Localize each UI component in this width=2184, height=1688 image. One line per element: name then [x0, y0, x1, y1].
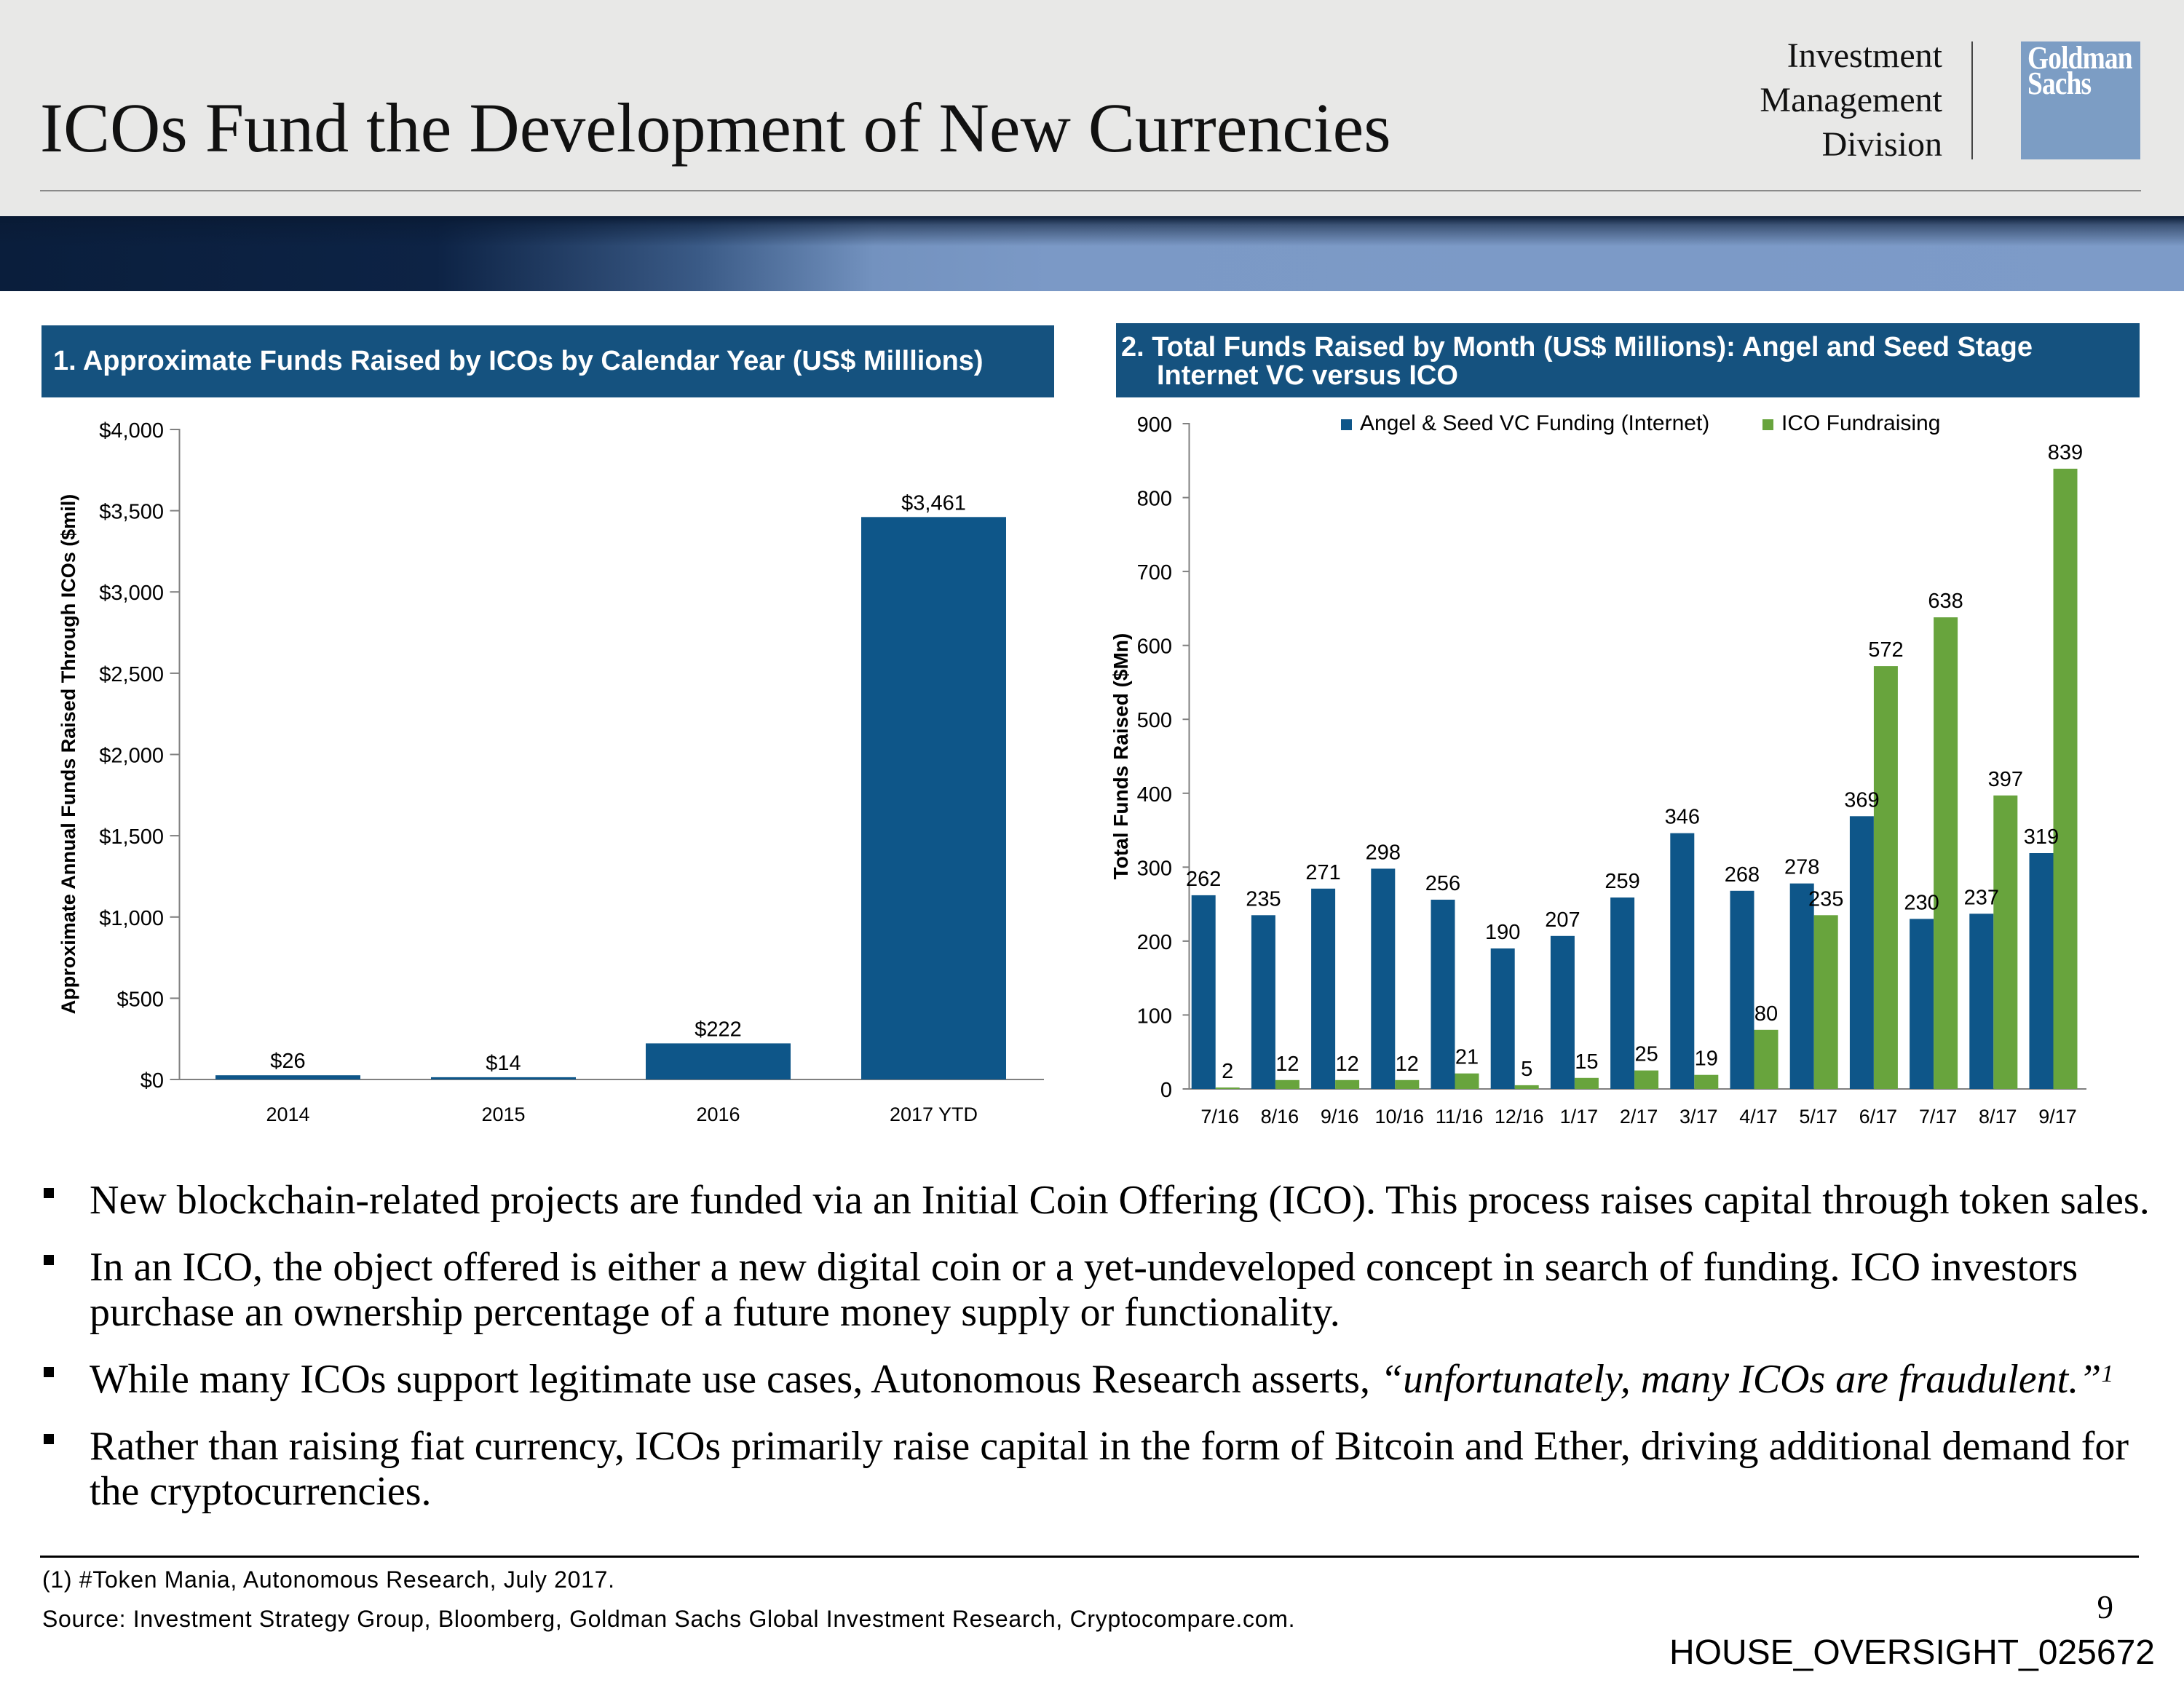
svg-text:200: 200 [1137, 931, 1172, 954]
svg-text:$2,000: $2,000 [99, 745, 164, 768]
svg-text:600: 600 [1137, 635, 1172, 659]
svg-text:9/16: 9/16 [1321, 1106, 1359, 1128]
svg-text:8/16: 8/16 [1261, 1106, 1299, 1128]
svg-text:300: 300 [1137, 857, 1172, 880]
svg-text:5: 5 [1521, 1058, 1532, 1081]
svg-text:$26: $26 [270, 1050, 305, 1073]
svg-text:237: 237 [1964, 886, 1999, 909]
svg-text:21: 21 [1455, 1046, 1479, 1069]
svg-text:2015: 2015 [481, 1103, 525, 1125]
svg-text:3/17: 3/17 [1679, 1106, 1718, 1128]
svg-text:572: 572 [1868, 638, 1903, 662]
svg-text:207: 207 [1545, 908, 1580, 932]
svg-text:$14: $14 [486, 1052, 521, 1075]
svg-text:19: 19 [1695, 1047, 1718, 1071]
svg-text:$2,500: $2,500 [99, 663, 164, 686]
svg-text:2017 YTD: 2017 YTD [890, 1103, 978, 1125]
svg-text:1/17: 1/17 [1560, 1106, 1599, 1128]
svg-text:7/17: 7/17 [1919, 1106, 1958, 1128]
svg-text:235: 235 [1246, 887, 1281, 911]
svg-text:Total Funds Raised ($Mn): Total Funds Raised ($Mn) [1109, 633, 1132, 880]
svg-text:2: 2 [1222, 1060, 1233, 1083]
svg-text:$500: $500 [116, 988, 164, 1011]
svg-text:Approximate Annual Funds Raise: Approximate Annual Funds Raised Through … [58, 494, 79, 1015]
svg-text:2016: 2016 [696, 1103, 740, 1125]
svg-text:9/17: 9/17 [2038, 1106, 2077, 1128]
svg-text:638: 638 [1928, 590, 1963, 613]
svg-text:190: 190 [1485, 921, 1520, 944]
svg-text:10/16: 10/16 [1375, 1106, 1425, 1128]
svg-text:6/17: 6/17 [1859, 1106, 1898, 1128]
svg-text:268: 268 [1725, 863, 1760, 887]
svg-text:900: 900 [1137, 413, 1172, 437]
svg-text:12: 12 [1275, 1053, 1299, 1076]
svg-text:$3,461: $3,461 [901, 491, 966, 515]
svg-text:800: 800 [1137, 488, 1172, 511]
svg-text:256: 256 [1425, 872, 1460, 895]
svg-text:369: 369 [1844, 788, 1879, 812]
svg-text:Angel & Seed VC Funding (Inter: Angel & Seed VC Funding (Internet) [1360, 411, 1709, 435]
svg-text:$1,500: $1,500 [99, 825, 164, 849]
svg-text:5/17: 5/17 [1799, 1106, 1837, 1128]
svg-text:839: 839 [2048, 441, 2083, 464]
svg-text:12: 12 [1396, 1053, 1419, 1076]
svg-text:271: 271 [1305, 861, 1340, 884]
svg-text:4/17: 4/17 [1739, 1106, 1778, 1128]
svg-text:319: 319 [2024, 825, 2059, 849]
svg-text:500: 500 [1137, 709, 1172, 732]
svg-text:2/17: 2/17 [1620, 1106, 1658, 1128]
svg-text:230: 230 [1904, 891, 1939, 914]
svg-text:12: 12 [1335, 1053, 1358, 1076]
svg-text:11/16: 11/16 [1436, 1106, 1484, 1128]
svg-text:346: 346 [1665, 806, 1700, 829]
svg-text:$0: $0 [141, 1069, 164, 1093]
svg-text:2014: 2014 [266, 1103, 309, 1125]
svg-text:7/16: 7/16 [1200, 1106, 1239, 1128]
svg-text:262: 262 [1186, 868, 1221, 891]
svg-text:$3,000: $3,000 [99, 582, 164, 605]
svg-text:12/16: 12/16 [1495, 1106, 1544, 1128]
svg-text:80: 80 [1754, 1002, 1778, 1026]
svg-text:100: 100 [1137, 1005, 1172, 1028]
svg-text:8/17: 8/17 [1979, 1106, 2017, 1128]
svg-text:400: 400 [1137, 783, 1172, 807]
svg-text:298: 298 [1366, 841, 1401, 864]
svg-text:$4,000: $4,000 [99, 419, 164, 443]
svg-text:ICO Fundraising: ICO Fundraising [1781, 411, 1940, 435]
svg-text:235: 235 [1808, 887, 1843, 911]
svg-text:$1,000: $1,000 [99, 907, 164, 930]
svg-text:$3,500: $3,500 [99, 501, 164, 524]
svg-text:259: 259 [1605, 870, 1639, 893]
svg-text:0: 0 [1160, 1079, 1172, 1102]
svg-text:15: 15 [1575, 1050, 1598, 1074]
svg-text:700: 700 [1137, 561, 1172, 585]
svg-text:$222: $222 [695, 1018, 742, 1041]
svg-text:278: 278 [1784, 856, 1819, 879]
svg-text:397: 397 [1988, 768, 2023, 791]
svg-text:25: 25 [1634, 1043, 1658, 1066]
